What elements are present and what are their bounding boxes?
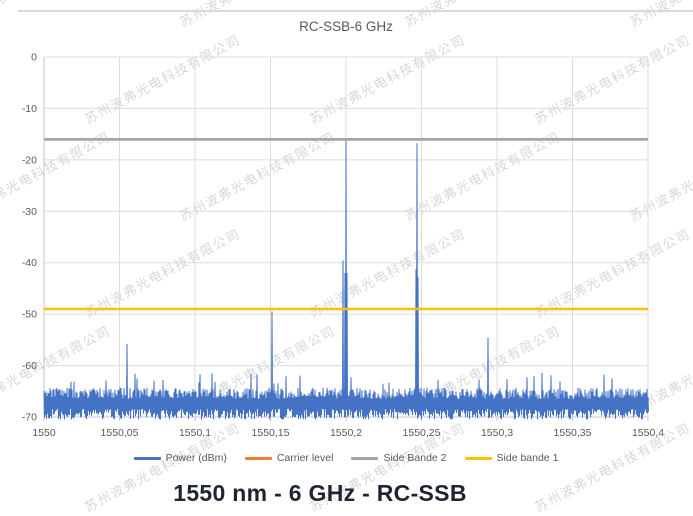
x-axis-tick-label: 1550,25	[403, 427, 441, 439]
x-axis-tick-label: 1550,4	[632, 427, 664, 439]
legend-label: Carrier level	[276, 452, 334, 464]
x-axis-tick-label: 1550,15	[252, 427, 290, 439]
caption: 1550 nm - 6 GHz - RC-SSB	[173, 480, 467, 506]
plot-area: 0 -10 -20 -30 -40 -50 -60 -70 1550 1550,05 1550,1 1…	[22, 52, 664, 440]
legend: Power (dBm) Carrier level Side Bande 2 Side…	[44, 452, 648, 464]
legend-label: Side bande 1	[496, 452, 559, 464]
y-axis-tick-label: -50	[22, 309, 37, 321]
x-axis-tick-label: 1550,35	[554, 427, 592, 439]
x-axis-tick-label: 1550,3	[481, 427, 513, 439]
x-axis-tick-label: 1550	[32, 427, 56, 439]
legend-marker	[133, 456, 161, 460]
top-border-line	[18, 10, 693, 12]
legend-marker	[351, 456, 379, 460]
chart-title: RC-SSB-6 GHz	[299, 19, 393, 34]
legend-item: Power (dBm)	[133, 452, 227, 464]
y-axis-tick-label: 0	[31, 52, 37, 64]
legend-marker	[464, 456, 492, 460]
y-axis-tick-label: -60	[22, 360, 37, 372]
y-axis-tick-label: -20	[22, 154, 37, 166]
legend-item: Side bande 1	[464, 452, 559, 464]
legend-label: Side Bande 2	[383, 452, 447, 464]
y-axis-tick-label: -40	[22, 257, 37, 269]
legend-item: Side Bande 2	[351, 452, 447, 464]
x-axis-tick-label: 1550,2	[330, 427, 362, 439]
y-axis-tick-label: -70	[22, 412, 37, 424]
x-axis-tick-label: 1550,1	[179, 427, 211, 439]
y-axis-tick-label: -10	[22, 103, 37, 115]
legend-label: Power (dBm)	[165, 452, 227, 464]
power-trace	[43, 139, 649, 420]
y-axis-tick-label: -30	[22, 206, 37, 218]
legend-item: Carrier level	[244, 452, 334, 464]
legend-marker	[244, 456, 272, 460]
x-axis-tick-label: 1550,05	[101, 427, 139, 439]
